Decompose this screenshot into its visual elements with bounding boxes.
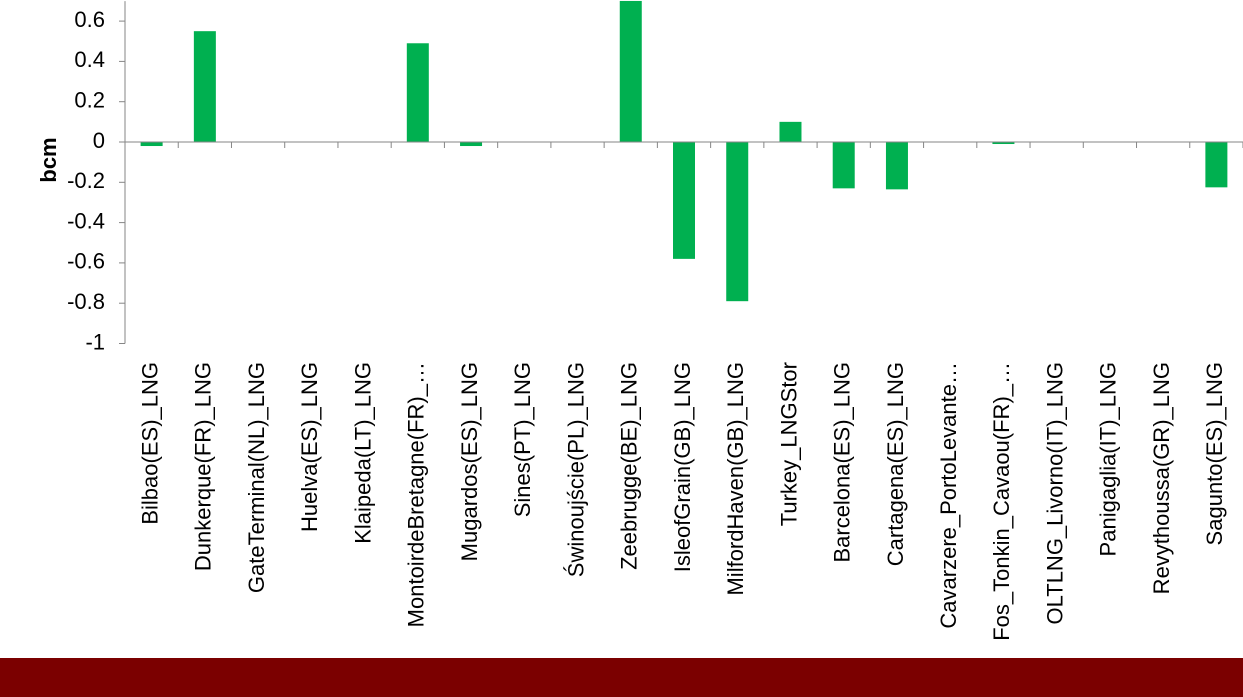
y-tick-label: 0.2 xyxy=(74,88,105,113)
x-tick-label: Huelva(ES)_LNG xyxy=(297,362,322,532)
x-tick-label: GateTerminal(NL)_LNG xyxy=(244,362,269,593)
y-axis: 0.6 0.4 0.2 0 -0.2 -0.4 -0.6 -0.8 -1 xyxy=(67,1,126,354)
x-tick-label: IsleofGrain(GB)_LNG xyxy=(670,362,695,572)
bar xyxy=(406,43,429,142)
y-tick-label: -0.6 xyxy=(67,249,105,274)
x-tick-label: OLTLNG_Livorno(IT)_LNG xyxy=(1042,362,1067,624)
y-tick-label: 0.6 xyxy=(74,7,105,32)
y-tick-label: 0.4 xyxy=(74,47,105,72)
footer-band xyxy=(0,658,1243,697)
x-tick-label: Sines(PT)_LNG xyxy=(510,362,535,517)
x-tick-label: Mugardos(ES)_LNG xyxy=(457,362,482,561)
bar xyxy=(832,142,855,189)
bar xyxy=(885,142,908,190)
bar xyxy=(673,142,695,259)
x-tick-label: Dunkerque(FR)_LNG xyxy=(191,362,216,571)
y-tick-label: -0.2 xyxy=(67,168,105,193)
y-axis-title: bcm xyxy=(36,137,61,182)
x-tick-label: Revythoussa(GR)_LNG xyxy=(1149,362,1174,594)
x-tick-label: Panigaglia(IT)_LNG xyxy=(1096,362,1121,556)
y-tick-label: -0.8 xyxy=(67,289,105,314)
bar xyxy=(460,142,483,147)
x-tick-label: Świnoujście(PL)_LNG xyxy=(563,362,588,577)
bar xyxy=(779,121,802,142)
x-tick-label: Klaipeda(LT)_LNG xyxy=(350,362,375,544)
y-tick-label: 0 xyxy=(93,128,105,153)
x-tick-label: Fos_Tonkin_Cavaou(FR)_… xyxy=(989,362,1014,641)
x-tick-label: Cavarzere_PortoLevante… xyxy=(936,362,961,629)
x-axis-labels: Bilbao(ES)_LNG Dunkerque(FR)_LNG GateTermi… xyxy=(137,362,1227,641)
bar xyxy=(619,0,642,143)
bar xyxy=(140,142,163,147)
x-tick-label: Zeebrugge(BE)_LNG xyxy=(617,362,642,570)
x-tick-label: Turkey_LNGStor xyxy=(776,362,801,526)
bars xyxy=(140,0,1228,302)
x-tick-label: MontoirdeBretagne(FR)_… xyxy=(404,362,429,627)
bar xyxy=(1205,142,1228,188)
x-tick-label: Bilbao(ES)_LNG xyxy=(137,362,162,525)
bar xyxy=(726,142,749,302)
bar xyxy=(193,31,216,142)
bar xyxy=(992,142,1015,145)
y-tick-label: -0.4 xyxy=(67,208,105,233)
x-tick-label: Sagunto(ES)_LNG xyxy=(1202,362,1227,545)
x-axis xyxy=(124,141,1243,148)
x-tick-label: Cartagena(ES)_LNG xyxy=(883,362,908,566)
x-tick-label: Barcelona(ES)_LNG xyxy=(830,362,855,563)
x-tick-label: MilfordHaven(GB)_LNG xyxy=(723,362,748,596)
y-tick-label: -1 xyxy=(85,329,105,354)
